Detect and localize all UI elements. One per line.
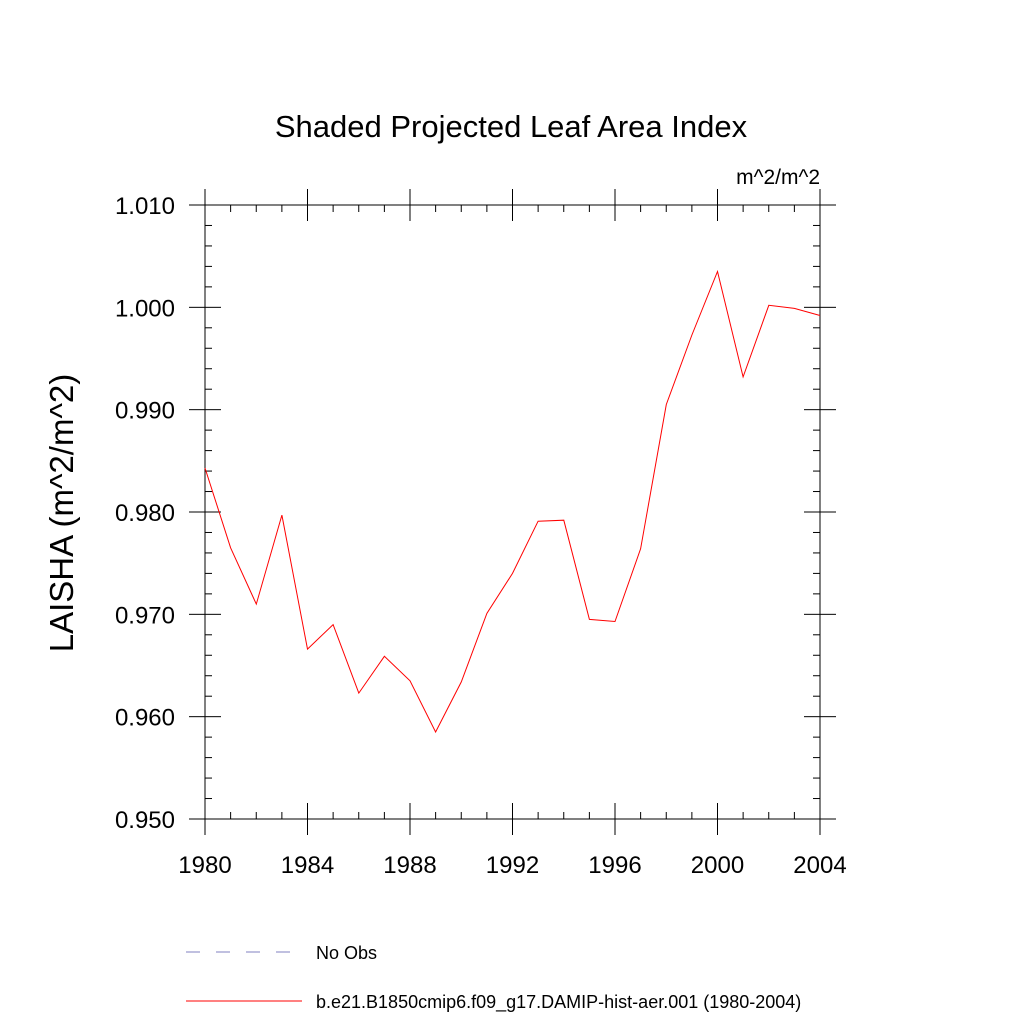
x-tick-label: 1980 [178,852,231,879]
series-line-1 [204,269,821,734]
legend: No Obs b.e21.B1850cmip6.f09_g17.DAMIP-hi… [186,943,801,1013]
x-tick-label: 1996 [588,852,641,879]
x-tick-label: 1984 [281,852,334,879]
units-label: m^2/m^2 [736,166,820,189]
x-tick-label: 2000 [691,852,744,879]
chart-title: Shaded Projected Leaf Area Index [275,109,748,144]
legend-label-no-obs: No Obs [316,943,377,963]
y-tick-label: 0.980 [115,500,175,527]
y-tick-label: 0.950 [115,807,175,834]
y-tick-label: 1.000 [115,295,175,322]
legend-label-model: b.e21.B1850cmip6.f09_g17.DAMIP-hist-aer.… [316,992,801,1013]
x-tick-label: 2004 [793,852,846,879]
x-tick-labels: 1980 1984 1988 1992 1996 2000 2004 [178,852,846,879]
x-tick-label: 1988 [383,852,436,879]
axis-ticks [189,189,836,835]
y-tick-labels: 0.950 0.960 0.970 0.980 0.990 1.000 1.010 [115,193,175,834]
y-tick-label: 0.970 [115,602,175,629]
y-axis-label: LAISHA (m^2/m^2) [43,374,80,653]
plot-frame [204,204,821,820]
y-tick-label: 0.960 [115,705,175,732]
y-tick-label: 1.010 [115,193,175,220]
series-lines [204,269,821,734]
x-tick-label: 1992 [486,852,539,879]
y-tick-label: 0.990 [115,398,175,425]
